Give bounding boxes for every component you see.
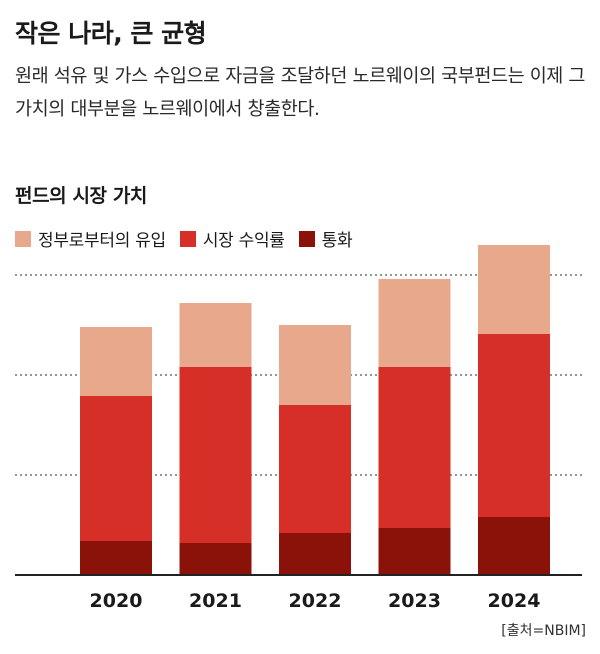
bar-2022-series-1 [279, 405, 351, 533]
legend-swatch-currency [298, 230, 315, 247]
legend-item-inflow: 정부로부터의 유입 [15, 226, 166, 251]
legend-item-return: 시장 수익률 [179, 226, 285, 251]
legend-swatch-return [179, 230, 196, 247]
bar-2023-series-0 [378, 528, 451, 575]
chart-source: [출처=NBIM] [501, 623, 586, 639]
bar-2023-series-2 [378, 279, 451, 367]
page-subtitle: 원래 석유 및 가스 수입으로 자금을 조달하던 노르웨이의 국부펀드는 이제 … [15, 66, 586, 120]
chart-legend: 정부로부터의 유입 시장 수익률 통화 [15, 226, 366, 251]
legend-swatch-inflow [15, 230, 31, 247]
x-tick-label-2023: 2023 [388, 590, 441, 612]
bar-2022-series-2 [279, 325, 351, 405]
bar-2024-series-0 [478, 517, 550, 575]
x-tick-label-2022: 2022 [289, 590, 342, 612]
page-title: 작은 나라, 큰 균형 [15, 19, 207, 48]
x-tick-label-2021: 2021 [189, 590, 242, 612]
bar-2024-series-2 [478, 245, 550, 334]
x-tick-label-2020: 2020 [90, 590, 143, 612]
bar-2021-series-1 [179, 367, 252, 543]
bar-2024-series-1 [478, 334, 550, 517]
bar-2021-series-0 [179, 543, 252, 575]
legend-label-inflow: 정부로부터의 유입 [38, 231, 166, 251]
legend-item-currency: 통화 [298, 226, 353, 251]
legend-label-currency: 통화 [321, 231, 353, 251]
bar-2020-series-1 [80, 396, 152, 541]
chart-title: 펀드의 시장 가치 [15, 185, 147, 207]
legend-label-return: 시장 수익률 [202, 231, 285, 251]
x-tick-label-2024: 2024 [488, 590, 541, 612]
bar-2020-series-0 [80, 541, 152, 575]
bar-2020-series-2 [80, 327, 152, 396]
bar-2021-series-2 [179, 303, 252, 367]
bar-2022-series-0 [279, 533, 351, 575]
bar-2023-series-1 [378, 367, 451, 528]
